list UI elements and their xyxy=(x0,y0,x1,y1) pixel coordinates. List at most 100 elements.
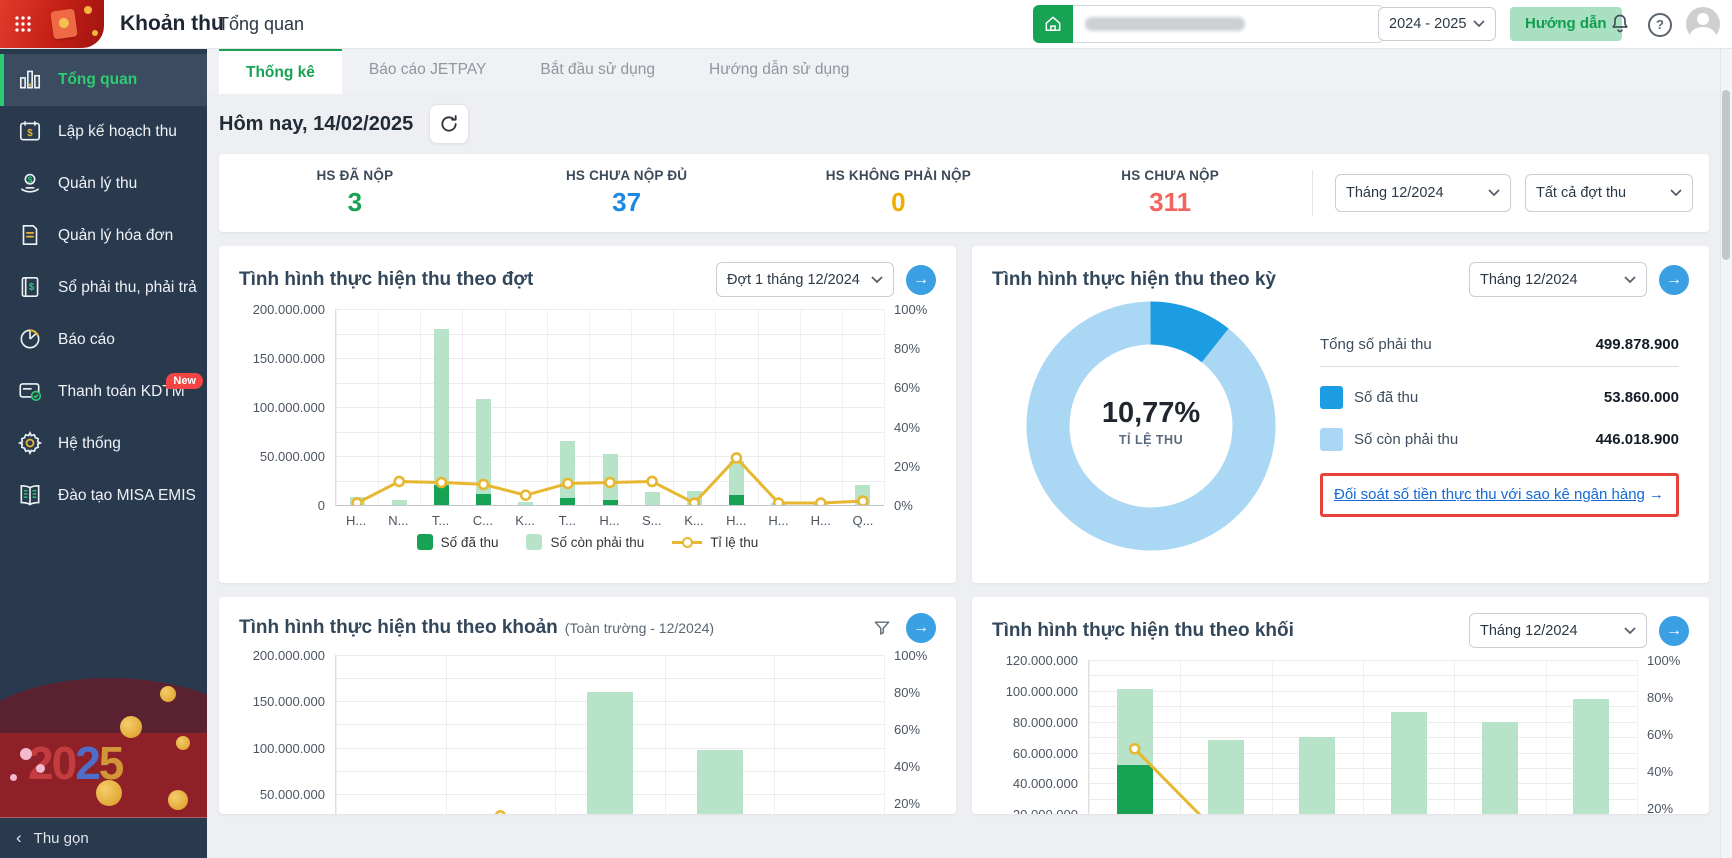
y2-axis-tick: 100% xyxy=(894,648,927,663)
coin-dot xyxy=(92,30,98,36)
home-icon[interactable] xyxy=(1033,5,1073,43)
remaining-swatch xyxy=(1320,428,1343,451)
month-filter-select[interactable]: Tháng 12/2024 xyxy=(1335,174,1511,212)
school-year-select[interactable]: 2024 - 2025 xyxy=(1378,7,1496,41)
gear-icon xyxy=(17,430,45,458)
y-axis-tick: 100.000.000 xyxy=(253,741,325,756)
total-receivable-label: Tổng số phải thu xyxy=(1320,336,1432,353)
x-axis-label: H... xyxy=(715,506,757,528)
panel-thu-theo-khoi: Tình hình thực hiện thu theo khối Tháng … xyxy=(972,597,1709,814)
y2-axis-tick: 40% xyxy=(894,759,920,774)
y-axis-tick: 200.000.000 xyxy=(253,302,325,317)
panel-thu-theo-khoan: Tình hình thực hiện thu theo khoản (Toàn… xyxy=(219,597,956,814)
tab-1[interactable]: Báo cáo JETPAY xyxy=(342,48,513,94)
sidebar-item-8[interactable]: Đào tạo MISA EMIS xyxy=(0,470,207,522)
divider xyxy=(1312,170,1313,216)
ledger-icon: $ xyxy=(17,274,45,302)
y2-axis-tick: 60% xyxy=(1647,727,1673,742)
x-axis-label: C... xyxy=(462,506,504,528)
breadcrumb: Tổng quan xyxy=(218,0,304,48)
x-axis-label: S... xyxy=(631,506,673,528)
blossom xyxy=(20,748,32,760)
tab-0[interactable]: Thống kê xyxy=(219,48,342,94)
collection-rate-caption: TỈ LỆ THU xyxy=(1026,433,1276,447)
x-axis-labels: H...N...T...C...K...T...H...S...K...H...… xyxy=(335,506,884,528)
new-badge: New xyxy=(166,373,203,389)
khoi-filter-select[interactable]: Tháng 12/2024 xyxy=(1469,613,1647,648)
y-axis-tick: 100.000.000 xyxy=(253,400,325,415)
collected-row: Số đã thu 53.860.000 xyxy=(1320,386,1679,409)
sidebar-item-3[interactable]: Quản lý hóa đơn xyxy=(0,210,207,262)
rate-line-layer xyxy=(1089,660,1637,814)
rate-marker xyxy=(563,479,572,488)
bank-reconciliation-link[interactable]: Đối soát số tiền thực thu với sao kê ngâ… xyxy=(1334,486,1645,503)
panel-title: Tình hình thực hiện thu theo khối xyxy=(992,620,1294,642)
bell-icon[interactable] xyxy=(1608,12,1632,41)
pie-chart-icon xyxy=(17,326,45,354)
sidebar-item-1[interactable]: $Lập kế hoạch thu xyxy=(0,106,207,158)
rate-marker xyxy=(395,477,404,486)
chevron-down-icon xyxy=(1488,189,1500,197)
y2-axis-tick: 80% xyxy=(894,685,920,700)
ky-filter-select[interactable]: Tháng 12/2024 xyxy=(1469,262,1647,297)
filter-funnel-icon[interactable] xyxy=(872,618,892,638)
coin-dot xyxy=(84,6,92,14)
tab-3[interactable]: Hướng dẫn sử dụng xyxy=(682,48,876,94)
donut-chart: 10,77% TỈ LỆ THU xyxy=(1026,301,1276,551)
today-label: Hôm nay, 14/02/2025 xyxy=(219,113,413,136)
scrollbar-thumb[interactable] xyxy=(1722,90,1730,260)
rate-marker xyxy=(479,480,488,489)
sidebar-item-0[interactable]: Tổng quan xyxy=(0,54,207,106)
stat-label: HS CHƯA NỘP ĐỦ xyxy=(491,168,763,183)
y-axis-tick: 100.000.000 xyxy=(1006,684,1078,699)
rate-marker xyxy=(496,811,505,814)
batch-filter-value: Tất cả đợt thu xyxy=(1536,185,1626,201)
top-bar: Khoản thu Tổng quan 2024 - 2025 Hướng dẫ… xyxy=(0,0,1732,49)
y2-axis-tick: 20% xyxy=(894,459,920,474)
page-scrollbar[interactable] xyxy=(1720,48,1732,858)
month-filter-value: Tháng 12/2024 xyxy=(1346,185,1444,201)
sidebar-item-6[interactable]: Thanh toán KDTMNew xyxy=(0,366,207,418)
y-axis-tick: 150.000.000 xyxy=(253,694,325,709)
panel-title: Tình hình thực hiện thu theo khoản xyxy=(239,617,558,639)
sidebar-item-2[interactable]: $Quản lý thu xyxy=(0,158,207,210)
chevron-down-icon xyxy=(1670,189,1682,197)
sidebar-item-7[interactable]: Hệ thống xyxy=(0,418,207,470)
help-icon[interactable]: ? xyxy=(1648,13,1672,37)
open-detail-button[interactable]: → xyxy=(906,265,936,295)
user-avatar[interactable] xyxy=(1686,7,1720,41)
apps-grid-icon[interactable] xyxy=(14,15,31,32)
chart-legend: Số đã thuSố còn phải thuTỉ lệ thu xyxy=(239,534,936,550)
x-axis-label: H... xyxy=(588,506,630,528)
stat-1: HS CHƯA NỘP ĐỦ37 xyxy=(491,168,763,218)
tab-2[interactable]: Bắt đầu sử dụng xyxy=(513,48,682,94)
y-axis-tick: 50.000.000 xyxy=(260,787,325,802)
dot-filter-select[interactable]: Đợt 1 tháng 12/2024 xyxy=(716,262,894,297)
x-axis-label: H... xyxy=(757,506,799,528)
sidebar-item-5[interactable]: Báo cáo xyxy=(0,314,207,366)
stat-value: 0 xyxy=(763,187,1035,218)
svg-text:$: $ xyxy=(27,128,33,139)
open-detail-button[interactable]: → xyxy=(1659,616,1689,646)
stat-value: 311 xyxy=(1034,187,1306,218)
batch-filter-select[interactable]: Tất cả đợt thu xyxy=(1525,174,1693,212)
rate-line xyxy=(1135,749,1226,814)
refresh-button[interactable] xyxy=(429,104,469,144)
open-detail-button[interactable]: → xyxy=(1659,265,1689,295)
sidebar-item-label: Báo cáo xyxy=(58,331,115,349)
sidebar-item-4[interactable]: $Sổ phải thu, phải trả xyxy=(0,262,207,314)
y2-axis-tick: 80% xyxy=(1647,690,1673,705)
main-content: Thống kêBáo cáo JETPAYBắt đầu sử dụngHướ… xyxy=(207,48,1721,858)
sidebar-collapse-button[interactable]: ‹ Thu gọn xyxy=(0,817,207,858)
y-axis-tick: 40.000.000 xyxy=(1013,776,1078,791)
school-name-input[interactable] xyxy=(1073,5,1384,43)
open-detail-button[interactable]: → xyxy=(906,613,936,643)
school-selector[interactable] xyxy=(1033,5,1384,43)
rate-line-layer xyxy=(336,309,884,505)
x-axis-label: Q... xyxy=(842,506,884,528)
guide-button[interactable]: Hướng dẫn xyxy=(1510,7,1622,41)
collection-rate-value: 10,77% xyxy=(1026,397,1276,430)
sidebar-item-label: Quản lý thu xyxy=(58,175,137,193)
collapse-label: Thu gọn xyxy=(34,830,89,847)
x-axis-label: H... xyxy=(335,506,377,528)
